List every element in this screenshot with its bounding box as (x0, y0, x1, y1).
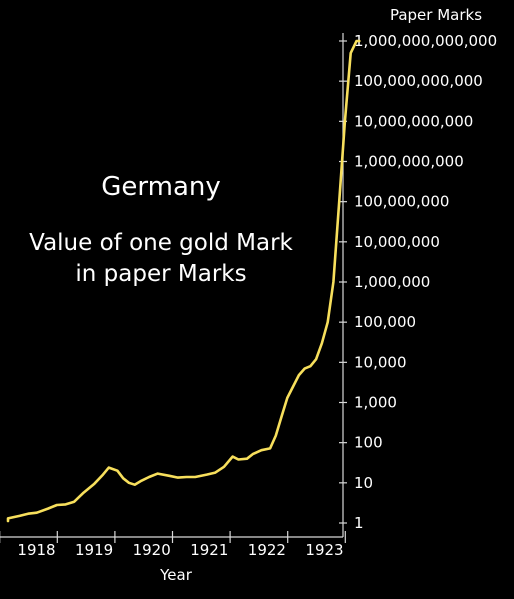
y-tick-label: 1,000,000,000 (354, 153, 464, 171)
x-tick-label: 1921 (190, 541, 228, 559)
y-tick-label: 1,000,000,000,000 (354, 32, 497, 50)
y-tick-label: 1,000,000 (354, 273, 430, 291)
x-tick-label: 1920 (133, 541, 171, 559)
x-tick-label: 1919 (75, 541, 113, 559)
x-tick-label: 1922 (248, 541, 286, 559)
chart-subtitle-line-2: in paper Marks (75, 261, 246, 287)
axes: 1 10 100 1,000 10,000 100,000 1,000,000 10,000,… (0, 32, 497, 559)
y-tick-label: 1,000 (354, 394, 397, 412)
x-tick-label: 1923 (305, 541, 343, 559)
y-tick-label: 100,000,000,000 (354, 72, 483, 90)
chart-title: Germany (101, 172, 221, 202)
y-tick-label: 1 (354, 514, 364, 532)
series-layer (6, 39, 361, 523)
x-tick-label: 1918 (17, 541, 55, 559)
y-tick-label: 100 (354, 434, 383, 452)
chart-subtitle-line-1: Value of one gold Mark (29, 230, 293, 256)
y-tick-label: 10,000,000 (354, 233, 440, 251)
y-tick-label: 100,000,000 (354, 193, 449, 211)
x-axis-title: Year (159, 566, 193, 584)
y-axis-title: Paper Marks (390, 6, 482, 24)
series-line (6, 39, 361, 523)
y-tick-label: 10,000,000,000 (354, 112, 473, 130)
y-tick-label: 10 (354, 474, 373, 492)
y-tick-label: 100,000 (354, 313, 416, 331)
y-tick-label: 10,000 (354, 353, 407, 371)
